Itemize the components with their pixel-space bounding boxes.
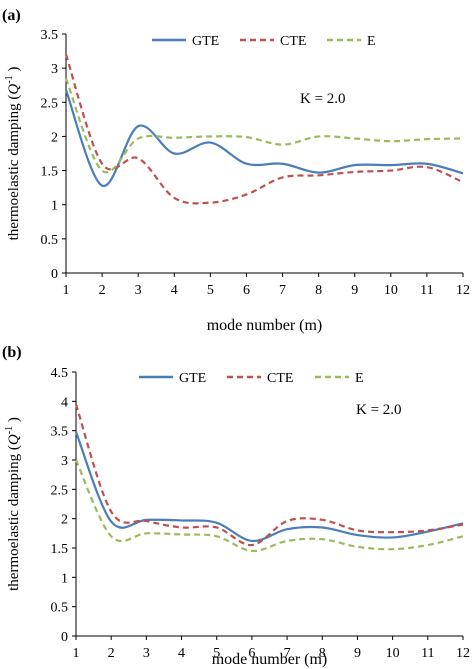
x-tick-label: 6 (243, 283, 250, 298)
y-tick-label: 0 (51, 267, 58, 282)
y-tick-label: 1.5 (51, 542, 69, 557)
x-axis-label: mode number (m) (212, 651, 328, 668)
y-tick-label: 4.5 (51, 366, 69, 381)
x-tick-label: 10 (384, 283, 398, 298)
k-annotation: K = 2.0 (356, 402, 402, 418)
y-tick-label: 2 (61, 513, 68, 528)
y-tick-label: 3 (61, 454, 68, 469)
series-line-gte (74, 431, 464, 543)
legend-label: GTE (192, 34, 219, 49)
x-tick-label: 1 (63, 283, 70, 298)
x-tick-label: 2 (99, 283, 106, 298)
x-tick-label: 7 (284, 646, 291, 661)
x-tick-label: 11 (421, 646, 434, 661)
x-tick-label: 8 (319, 646, 326, 661)
y-tick-label: 2 (51, 130, 58, 145)
x-tick-label: 12 (456, 283, 470, 298)
x-tick-label: 1 (73, 646, 80, 661)
y-axis-label: thermoelastic damping (Q-1 ) (4, 67, 22, 241)
y-tick-label: 1 (51, 199, 58, 214)
x-tick-label: 9 (351, 283, 358, 298)
legend-label: GTE (179, 371, 206, 386)
series-line-e (75, 459, 464, 553)
x-tick-label: 4 (178, 646, 185, 661)
panel-label: (b) (2, 344, 22, 361)
x-tick-label: 3 (143, 646, 150, 661)
y-tick-label: 2.5 (41, 96, 59, 111)
y-tick-label: 2.5 (51, 483, 69, 498)
legend-item-e: E (315, 371, 364, 386)
y-tick-label: 3.5 (41, 28, 59, 43)
x-axis-label: mode number (m) (207, 317, 323, 334)
x-tick-label: 11 (420, 283, 433, 298)
legend-item-cte: CTE (240, 34, 306, 49)
y-tick-label: 0.5 (51, 601, 69, 616)
x-tick-label: 12 (456, 646, 470, 661)
legend-label: E (355, 371, 364, 386)
x-tick-label: 7 (279, 283, 286, 298)
legend-item-cte: CTE (227, 371, 293, 386)
legend-label: CTE (267, 371, 293, 386)
y-tick-label: 1.5 (41, 165, 59, 180)
legend-label: CTE (280, 34, 306, 49)
y-tick-label: 4 (61, 395, 68, 410)
series-line-cte (74, 403, 464, 547)
legend-item-e: E (327, 34, 376, 49)
series-line-cte (64, 54, 464, 205)
x-tick-label: 4 (171, 283, 178, 298)
legend-item-gte: GTE (152, 34, 219, 49)
y-tick-label: 3 (51, 62, 58, 77)
legend-item-gte: GTE (139, 371, 206, 386)
k-annotation: K = 2.0 (300, 91, 346, 107)
x-tick-label: 9 (354, 646, 361, 661)
x-tick-label: 5 (207, 283, 214, 298)
x-tick-label: 10 (386, 646, 400, 661)
x-tick-label: 5 (213, 646, 220, 661)
panel-label: (a) (2, 7, 21, 24)
y-tick-label: 3.5 (51, 425, 69, 440)
chart-panel-b: 00.511.522.533.544.51 2 3 4 5 6 7 8 9 10 11 12mode … (2, 344, 470, 668)
x-tick-label: 3 (135, 283, 142, 298)
x-tick-label: 2 (108, 646, 115, 661)
y-tick-label: 0.5 (41, 233, 59, 248)
series-line-gte (64, 89, 464, 187)
y-axis-label: thermoelastic damping (Q-1 ) (4, 417, 22, 591)
legend-label: E (367, 34, 376, 49)
x-tick-label: 8 (315, 283, 322, 298)
y-tick-label: 1 (61, 571, 68, 586)
series-line-e (64, 77, 464, 174)
x-tick-label: 6 (248, 646, 255, 661)
y-tick-label: 0 (61, 630, 68, 645)
